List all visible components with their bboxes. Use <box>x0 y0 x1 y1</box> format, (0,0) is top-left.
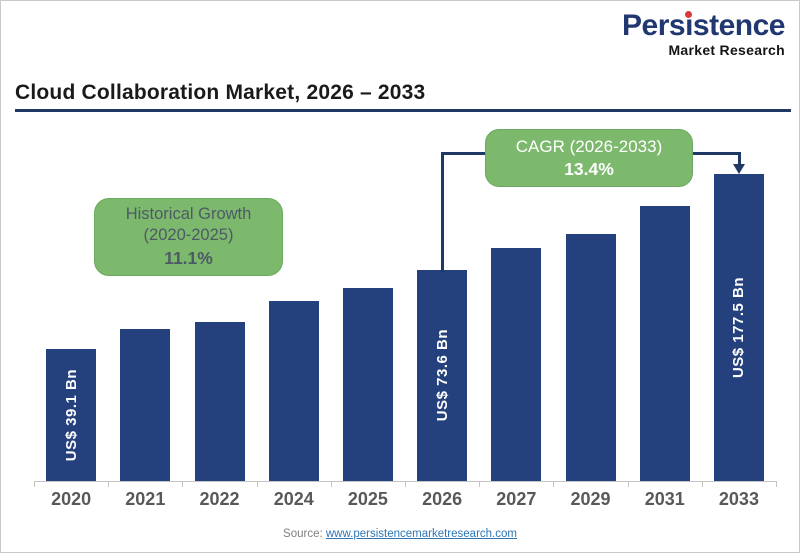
bar-column-2020: US$ 39.1 Bn <box>34 1 108 481</box>
bar-2027 <box>491 248 542 481</box>
x-axis-tick <box>629 481 703 487</box>
bar-column-2022 <box>182 1 256 481</box>
source-line: Source: www.persistencemarketresearch.co… <box>1 528 799 540</box>
persistence-logo: Persistence Market Research <box>622 11 785 58</box>
x-axis-tick <box>109 481 184 487</box>
bar-2033: US$ 177.5 Bn <box>713 174 764 481</box>
x-axis-label-2020: 2020 <box>51 489 92 509</box>
x-axis-label-2025: 2025 <box>347 489 388 509</box>
cagr-line1: CAGR (2026-2033) <box>515 136 663 156</box>
arrow-down-icon <box>733 164 745 174</box>
bar-column-2026: US$ 73.6 Bn <box>405 1 479 481</box>
bar-value-label: US$ 39.1 Bn <box>62 368 80 462</box>
x-axis-tick <box>480 481 555 487</box>
historical-growth-value: 11.1% <box>164 248 213 269</box>
bar-value-label: US$ 177.5 Bn <box>730 276 748 379</box>
x-axis-ticks <box>34 481 778 487</box>
x-axis-tick <box>332 481 407 487</box>
logo-wordmark: Persistence <box>622 11 785 41</box>
cagr-connector-right <box>738 152 741 165</box>
cagr-callout: CAGR (2026-2033) 13.4% <box>485 129 693 187</box>
x-axis-tick <box>35 481 110 487</box>
bar-column-2033: US$ 177.5 Bn <box>702 1 776 481</box>
logo-title-text: Persistence <box>622 9 785 42</box>
bar-column-2029 <box>553 1 627 481</box>
source-link[interactable]: www.persistencemarketresearch.com <box>325 528 517 540</box>
x-axis-label-2027: 2027 <box>496 489 537 509</box>
x-axis-label-2026: 2026 <box>422 489 463 509</box>
bar-column-2031 <box>628 1 702 481</box>
x-axis-label-2024: 2024 <box>273 489 314 509</box>
bar-2024 <box>268 301 319 481</box>
title-underline <box>15 109 791 112</box>
bar-value-label: US$ 73.6 Bn <box>433 329 451 422</box>
x-axis-tick <box>258 481 332 487</box>
bar-2029 <box>565 234 616 481</box>
x-axis-label-2029: 2029 <box>570 489 611 509</box>
bar-2031 <box>639 206 690 481</box>
x-axis-tick <box>406 481 481 487</box>
bar-2022 <box>194 322 245 481</box>
bar-column-2021 <box>108 1 182 481</box>
historical-growth-callout: Historical Growth (2020-2025) 11.1% <box>94 198 283 276</box>
x-axis-label-2033: 2033 <box>718 489 759 509</box>
logo-red-dot-icon <box>685 11 693 18</box>
x-axis-tick <box>703 481 778 487</box>
historical-growth-line2: (2020-2025) <box>143 226 234 245</box>
bar-2026: US$ 73.6 Bn <box>417 270 468 481</box>
bar-column-2025 <box>331 1 405 481</box>
x-axis-label-2021: 2021 <box>125 489 166 509</box>
x-axis-tick <box>183 481 258 487</box>
bars-container: US$ 39.1 Bn US$ 73.6 Bn <box>34 1 776 481</box>
cagr-connector-left <box>441 152 444 272</box>
historical-growth-line1: Historical Growth <box>125 204 252 223</box>
x-axis-labels: 2020 2021 2022 2024 2025 2026 2027 2029 2031 2033 <box>34 489 776 510</box>
bar-column-2027 <box>479 1 553 481</box>
bar-2021 <box>120 329 171 481</box>
bar-column-2024 <box>257 1 331 481</box>
x-axis-label-2031: 2031 <box>644 489 685 509</box>
bar-2025 <box>342 288 393 481</box>
x-axis-label-2022: 2022 <box>199 489 240 509</box>
source-label: Source: <box>283 528 323 540</box>
chart-title: Cloud Collaboration Market, 2026 – 2033 <box>15 81 426 104</box>
cagr-value: 13.4% <box>564 158 614 179</box>
x-axis-tick <box>554 481 629 487</box>
logo-subtitle: Market Research <box>668 42 785 58</box>
bar-2020: US$ 39.1 Bn <box>46 349 97 481</box>
